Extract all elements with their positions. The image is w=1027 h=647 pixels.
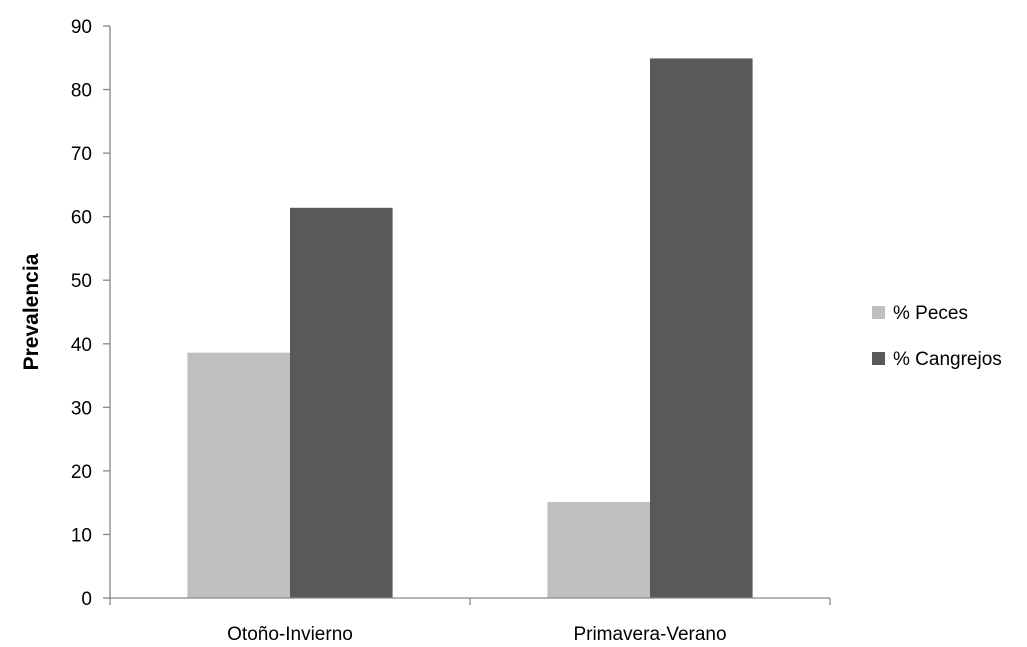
bar-peces-0 [187,352,290,598]
y-tick-label: 40 [71,335,92,356]
legend-swatch-cangrejos [872,352,885,365]
x-category-label: Primavera-Verano [573,624,726,645]
ticks-group: 0 10 20 30 40 50 60 70 80 90 Otoño-Invierno Primave… [71,17,831,645]
y-tick-label: 20 [71,462,92,483]
bar-cangrejos-0 [290,207,393,599]
bar-peces-1 [547,502,650,598]
legend-label-cangrejos: % Cangrejos [893,349,1002,370]
legend-label-peces: % Peces [893,303,968,324]
bars-group [187,58,753,599]
y-tick-label: 80 [71,81,92,102]
y-tick-label: 70 [71,144,92,165]
legend-swatch-peces [872,306,885,319]
y-tick-label: 90 [71,17,92,38]
y-axis-label: Prevalencia [20,253,43,370]
y-tick-label: 0 [81,589,92,610]
y-tick-label: 30 [71,398,92,419]
y-tick-label: 50 [71,271,92,292]
bar-cangrejos-1 [650,58,753,598]
y-tick-label: 10 [71,525,92,546]
legend: % Peces % Cangrejos [872,303,1002,370]
y-tick-label: 60 [71,208,92,229]
x-category-label: Otoño-Invierno [227,624,353,645]
